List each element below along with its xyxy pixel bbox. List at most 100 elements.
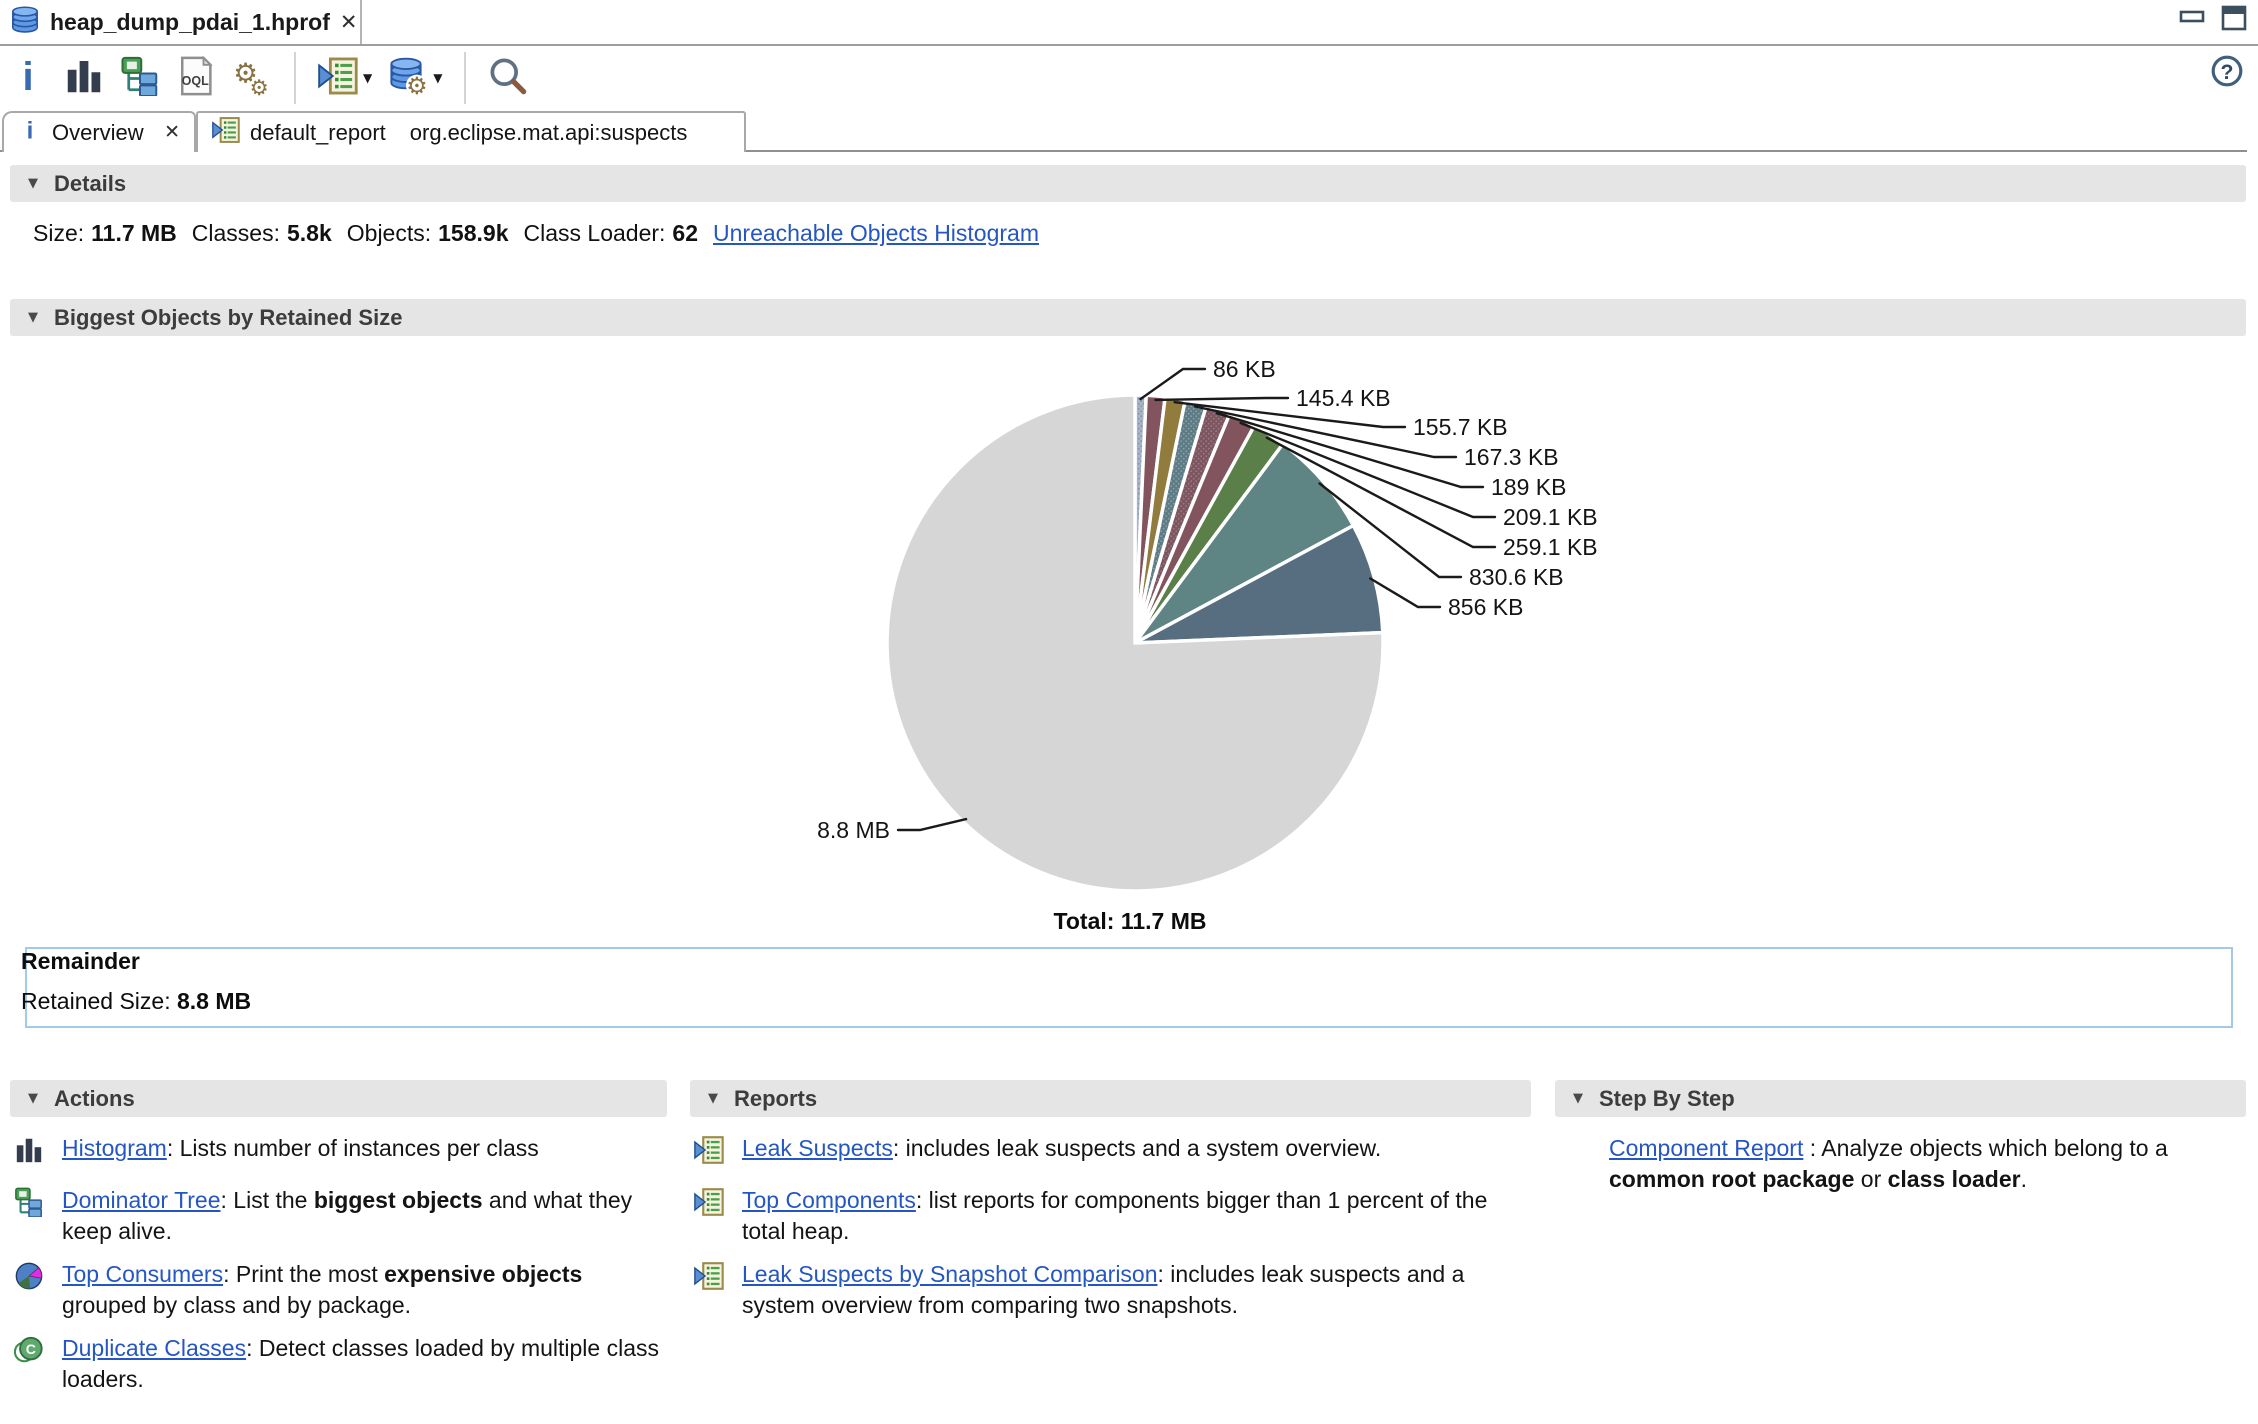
slice-label: 830.6 KB <box>1469 564 1564 590</box>
dominator-tree-icon <box>120 56 160 101</box>
top-consumers-link[interactable]: Top Consumers <box>62 1261 224 1287</box>
toolbar-items: i OQL ⚙ ⚙ ▼ ⚙ ▼ <box>8 52 528 104</box>
info-icon: i <box>8 54 48 101</box>
close-icon[interactable]: ✕ <box>164 122 180 143</box>
pie-total-label: Total: 11.7 MB <box>1054 908 1207 934</box>
svg-text:OQL: OQL <box>182 73 209 87</box>
toolbar-button-info[interactable]: i <box>8 54 48 101</box>
editor-tab-title: heap_dump_pdai_1.hprof <box>50 8 330 35</box>
actions-item: Top Consumers: Print the most expensive … <box>14 1259 667 1321</box>
section-title: Biggest Objects by Retained Size <box>54 304 403 330</box>
section-header-reports[interactable]: ▼ Reports <box>690 1080 1531 1117</box>
dropdown-caret-icon[interactable]: ▼ <box>363 71 373 85</box>
leader-line <box>1193 405 1458 459</box>
remainder-retained-size: Retained Size: 8.8 MB <box>21 988 251 1015</box>
maximize-icon[interactable] <box>2220 4 2248 37</box>
remainder-title: Remainder <box>21 948 140 974</box>
tab-default-report-sublabel: org.eclipse.mat.api:suspects <box>409 119 688 145</box>
section-title: Step By Step <box>1599 1085 1735 1111</box>
step_by_step-item: Component Report : Analyze objects which… <box>1559 1133 2246 1195</box>
toolbar-separator <box>294 52 296 104</box>
unreachable-objects-histogram-link[interactable]: Unreachable Objects Histogram <box>713 220 1039 246</box>
reports-item: Leak Suspects: includes leak suspects an… <box>694 1133 1531 1173</box>
item-text: Duplicate Classes: Detect classes loaded… <box>62 1335 660 1392</box>
retained-size-value: 8.8 MB <box>176 988 252 1014</box>
details-field: Classes: 5.8k <box>191 220 332 246</box>
section-title: Details <box>54 170 127 196</box>
top-components-link[interactable]: Top Components <box>742 1187 916 1213</box>
slice-label: 86 KB <box>1213 356 1276 382</box>
view-tabbar: i Overview ✕ default_report org.eclipse.… <box>0 110 2258 152</box>
item-text: Component Report : Analyze objects which… <box>1609 1135 2168 1192</box>
editor-tab-heap-dump[interactable]: heap_dump_pdai_1.hprof ✕ <box>0 0 362 44</box>
actions-item: C Duplicate Classes: Detect classes loade… <box>13 1333 667 1395</box>
window-controls <box>2178 4 2248 37</box>
pie-slice-8.8-mb[interactable] <box>885 393 1385 893</box>
duplicate-classes-link[interactable]: Duplicate Classes <box>62 1335 247 1361</box>
item-text: Leak Suspects: includes leak suspects an… <box>742 1135 1382 1161</box>
leak-suspects-by-snapshot-comparison-link[interactable]: Leak Suspects by Snapshot Comparison <box>742 1261 1158 1287</box>
leader-line <box>1173 401 1407 429</box>
reports-column: ▼ Reports Leak Suspects: includes leak s… <box>690 1080 1531 1321</box>
svg-text:i: i <box>22 56 33 96</box>
leader-line <box>1215 412 1485 489</box>
info-icon: i <box>18 117 42 148</box>
leader-line <box>1154 396 1290 402</box>
database-gear-icon: ⚙ <box>388 56 428 101</box>
histogram-icon <box>14 1133 50 1173</box>
toolbar-button-gears[interactable]: ⚙ ⚙ <box>232 56 272 101</box>
pie-slice-856-kb[interactable] <box>1133 523 1385 645</box>
item-text: Leak Suspects by Snapshot Comparison: in… <box>742 1261 1465 1318</box>
toolbar-button-dominator-tree[interactable] <box>120 56 160 101</box>
dropdown-caret-icon[interactable]: ▼ <box>433 71 443 85</box>
tab-overview[interactable]: i Overview ✕ <box>2 111 196 152</box>
slice-label: 8.8 MB <box>817 817 890 843</box>
report-icon <box>694 1185 730 1247</box>
reports-item: Leak Suspects by Snapshot Comparison: in… <box>694 1259 1531 1321</box>
dominator-tree-link[interactable]: Dominator Tree <box>62 1187 221 1213</box>
chevron-down-icon: ▼ <box>708 1091 718 1106</box>
svg-text:?: ? <box>2221 60 2234 84</box>
run-report-icon <box>318 56 358 101</box>
retained-size-pie-chart: 86 KB 145.4 KB 155.7 KB 167.3 KB 189 KB 209.1… <box>817 356 1598 934</box>
actions-items: Histogram: Lists number of instances per… <box>10 1133 667 1395</box>
reports-items: Leak Suspects: includes leak suspects an… <box>690 1133 1531 1321</box>
report-icon <box>694 1133 730 1173</box>
details-field: Size: 11.7 MB <box>33 220 177 246</box>
tab-default-report[interactable]: default_report org.eclipse.mat.api:suspe… <box>196 111 746 152</box>
close-icon[interactable]: ✕ <box>339 10 358 34</box>
details-field: Objects: 158.9k <box>346 220 509 246</box>
chevron-down-icon: ▼ <box>28 176 38 191</box>
item-text: Histogram: Lists number of instances per… <box>62 1135 539 1161</box>
slice-label: 259.1 KB <box>1503 534 1598 560</box>
toolbar-separator <box>464 52 467 104</box>
leader-line <box>896 817 968 832</box>
minimize-icon[interactable] <box>2178 4 2206 37</box>
leader-line <box>1265 436 1497 549</box>
chevron-down-icon: ▼ <box>28 310 38 325</box>
editor-tabbar: heap_dump_pdai_1.hprof ✕ <box>0 0 2258 46</box>
section-header-step-by-step[interactable]: ▼ Step By Step <box>1555 1080 2246 1117</box>
component-report-link[interactable]: Component Report <box>1609 1135 1804 1161</box>
histogram-link[interactable]: Histogram <box>62 1135 167 1161</box>
section-header-details[interactable]: ▼ Details <box>10 165 2246 202</box>
section-title: Reports <box>734 1085 818 1111</box>
pie-slice-830.6-kb[interactable] <box>1133 442 1356 645</box>
actions-item: Dominator Tree: List the biggest objects… <box>14 1185 667 1247</box>
toolbar-button-oql[interactable]: OQL <box>176 55 216 101</box>
item-text: Top Components: list reports for compone… <box>742 1187 1488 1244</box>
help-icon[interactable]: ? <box>2210 54 2244 93</box>
toolbar-button-histogram[interactable] <box>64 56 104 101</box>
toolbar-button-search[interactable] <box>488 56 528 101</box>
toolbar-button-database-gear[interactable]: ⚙ ▼ <box>388 56 442 101</box>
tab-overview-label: Overview <box>52 119 144 145</box>
duplicate-classes-icon: C <box>13 1333 50 1395</box>
toolbar-button-run-report[interactable]: ▼ <box>318 56 372 101</box>
section-header-biggest-objects[interactable]: ▼ Biggest Objects by Retained Size <box>10 299 2246 336</box>
section-header-actions[interactable]: ▼ Actions <box>10 1080 667 1117</box>
leak-suspects-link[interactable]: Leak Suspects <box>742 1135 893 1161</box>
reports-item: Top Components: list reports for compone… <box>694 1185 1531 1247</box>
leader-line <box>1239 421 1497 519</box>
svg-text:C: C <box>26 1341 36 1357</box>
